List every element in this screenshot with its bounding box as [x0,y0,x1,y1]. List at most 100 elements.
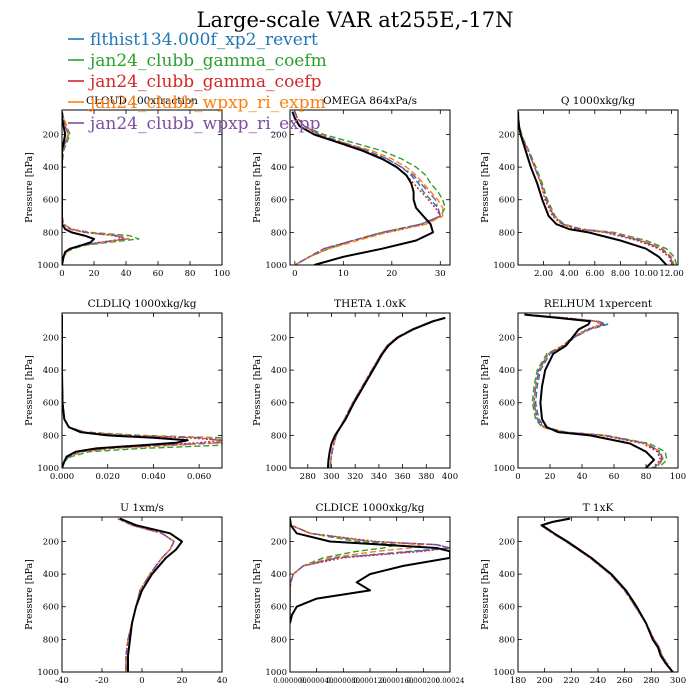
x-tick-label: 40 [577,472,588,482]
y-tick-label: 600 [499,399,515,409]
x-tick-label: 260 [617,676,633,686]
x-tick-label: 0 [292,269,297,279]
y-tick-label: 400 [43,366,59,376]
panel-frame [61,312,223,469]
x-tick-label: 0.000160 [380,677,413,685]
y-tick-label: 1000 [493,668,515,678]
y-tick-label: 400 [43,570,59,580]
series-line-5 [524,313,655,468]
x-tick-label: 10.00 [634,269,658,279]
series-line-0 [540,517,674,672]
x-tick-label: -40 [55,676,69,686]
y-axis-label: Pressure [hPa] [252,355,263,426]
y-tick-label: 1000 [37,261,59,271]
x-tick-label: 100 [670,472,686,482]
series-line-4 [117,517,175,672]
x-tick-label: 4.00 [560,269,579,279]
x-tick-label: 0.020 [96,472,120,482]
panel-frame [289,109,451,266]
y-tick-label: 200 [43,537,59,547]
x-tick-label: 30 [435,269,446,279]
x-tick-label: 8.00 [611,269,630,279]
y-tick-label: 600 [499,603,515,613]
panel-frame [289,312,451,469]
panel-frame [61,109,223,266]
x-tick-label: 0.040 [141,472,165,482]
y-axis-label: Pressure [hPa] [480,152,491,223]
series-line-3 [290,518,424,624]
y-tick-label: 600 [43,399,59,409]
series-line-2 [294,111,441,265]
legend-label: flthist134.000f_xp2_revert [90,30,318,50]
panel-title: CLOUD 100xfraction [86,95,198,107]
y-tick-label: 400 [271,570,287,580]
x-tick-label: 240 [590,676,606,686]
panel-frame [61,516,223,673]
chart-panel-7: CLDICE 1000xkg/kg Pressure [hPa] 200 400 600… [252,502,465,685]
x-tick-label: 10 [338,269,349,279]
y-tick-label: 800 [499,431,515,441]
series-line-3 [294,111,444,265]
y-tick-label: 600 [271,399,287,409]
y-tick-label: 1000 [493,464,515,474]
y-tick-label: 400 [271,163,287,173]
y-tick-label: 1000 [493,261,515,271]
series-line-5 [291,111,434,265]
x-tick-label: 80 [641,472,652,482]
x-tick-label: 400 [442,472,458,482]
y-tick-label: 200 [43,333,59,343]
series-line-5 [290,518,450,624]
y-tick-label: 1000 [265,668,287,678]
x-tick-label: 60 [609,472,620,482]
series-line-3 [62,111,130,265]
series-line-0 [525,313,663,468]
series-line-1 [540,517,674,672]
y-tick-label: 800 [43,431,59,441]
x-tick-label: 20 [545,472,556,482]
series-line-1 [290,518,398,624]
x-tick-label: 20 [89,269,100,279]
y-axis-label: Pressure [hPa] [24,559,35,630]
y-tick-label: 1000 [37,668,59,678]
y-tick-label: 800 [271,228,287,238]
legend-label: jan24_clubb_gamma_coefm [88,51,327,71]
x-tick-label: 40 [217,676,228,686]
y-tick-label: 600 [271,196,287,206]
x-tick-label: 300 [670,676,686,686]
series-line-4 [62,111,127,265]
x-tick-label: 0 [515,472,520,482]
y-tick-label: 1000 [37,464,59,474]
panel-title: RELHUM 1xpercent [544,298,653,310]
y-tick-label: 200 [499,130,515,140]
y-tick-label: 600 [271,603,287,613]
chart-panel-3: CLDLIQ 1000xkg/kg Pressure [hPa] 200 400 600… [24,298,223,482]
x-tick-label: 320 [347,472,363,482]
y-tick-label: 400 [271,366,287,376]
y-tick-label: 200 [271,333,287,343]
series-line-3 [329,317,445,468]
x-tick-label: 20 [177,676,188,686]
x-tick-label: 280 [643,676,659,686]
y-tick-label: 400 [499,570,515,580]
x-tick-label: 60 [153,269,164,279]
series-line-5 [62,111,95,265]
panel-frame [289,516,451,673]
y-axis-label: Pressure [hPa] [480,355,491,426]
x-tick-label: 300 [323,472,339,482]
series-line-5 [518,111,668,265]
y-tick-label: 1000 [265,261,287,271]
x-tick-label: 12.00 [659,269,683,279]
series-line-5 [541,517,674,672]
panel-title: CLDLIQ 1000xkg/kg [88,298,197,310]
series-line-0 [329,317,445,468]
x-tick-label: 0.000200 [407,677,440,685]
x-tick-label: 20 [386,269,397,279]
series-line-0 [62,111,127,265]
y-axis-label: Pressure [hPa] [480,559,491,630]
series-line-4 [294,111,441,265]
series-line-3 [540,517,674,672]
